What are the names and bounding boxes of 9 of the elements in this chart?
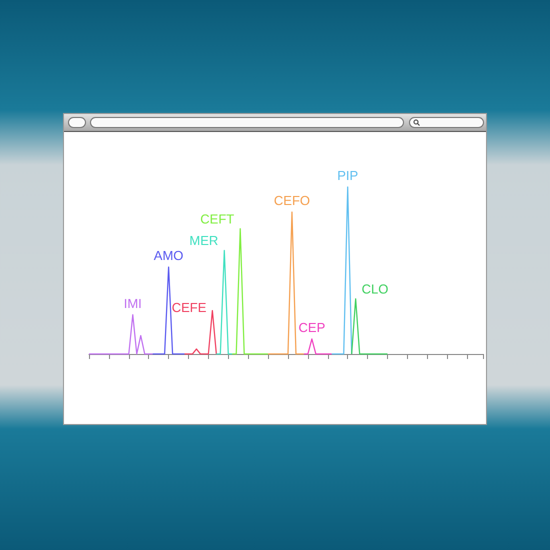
series-label: AMO: [154, 248, 184, 264]
series-label: PIP: [337, 168, 358, 183]
series-label: CLO: [362, 281, 388, 296]
series-label: CEFO: [274, 193, 310, 208]
series-label: CEP: [298, 320, 326, 335]
series-label: MER: [189, 232, 218, 248]
series-label: IMI: [124, 296, 142, 311]
series-label: CEFE: [172, 300, 207, 316]
series-label: CEFT: [200, 211, 234, 226]
